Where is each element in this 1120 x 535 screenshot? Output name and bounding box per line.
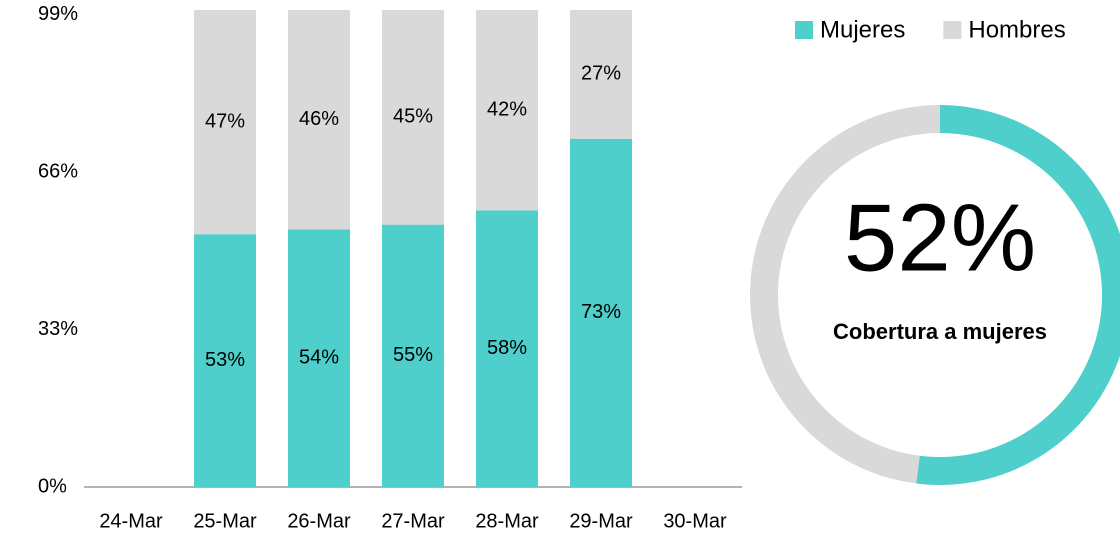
bar-segment (476, 10, 538, 211)
y-tick-label: 0% (38, 475, 67, 497)
data-label: 27% (581, 63, 621, 85)
bar-segment (476, 210, 538, 487)
x-tick-label: 25-Mar (193, 510, 257, 532)
bar-segment (382, 10, 444, 225)
bar-segment (288, 10, 350, 230)
bar-segment (288, 229, 350, 488)
x-tick-label: 28-Mar (475, 510, 539, 532)
donut-segment (916, 105, 1120, 485)
y-tick-label: 99% (38, 3, 78, 25)
bar-segment (570, 10, 632, 139)
y-tick-label: 33% (38, 318, 78, 340)
data-label: 73% (581, 301, 621, 323)
x-tick-label: 27-Mar (381, 510, 445, 532)
legend-label: Mujeres (820, 16, 905, 43)
data-label: 45% (393, 106, 433, 128)
legend-swatch (795, 21, 813, 39)
data-label: 46% (299, 108, 339, 130)
data-label: 54% (299, 346, 339, 368)
data-label: 58% (487, 337, 527, 359)
bar-segment (570, 138, 632, 488)
data-label: 53% (205, 349, 245, 371)
legend-swatch (943, 21, 962, 39)
data-label: 42% (487, 98, 527, 120)
legend-label: Hombres (968, 16, 1065, 43)
y-tick-label: 66% (38, 160, 78, 182)
data-label: 55% (393, 344, 433, 366)
donut-segment (749, 105, 940, 484)
bar-segment (382, 224, 444, 487)
data-label: 47% (205, 110, 245, 132)
x-tick-label: 24-Mar (99, 510, 163, 532)
x-tick-label: 29-Mar (569, 510, 633, 532)
bar-segment (194, 234, 256, 487)
donut-value-label: 52% (844, 184, 1036, 291)
bar-segment (194, 10, 256, 235)
x-tick-label: 26-Mar (287, 510, 351, 532)
donut-subtitle: Cobertura a mujeres (833, 319, 1047, 344)
x-tick-label: 30-Mar (663, 510, 727, 532)
